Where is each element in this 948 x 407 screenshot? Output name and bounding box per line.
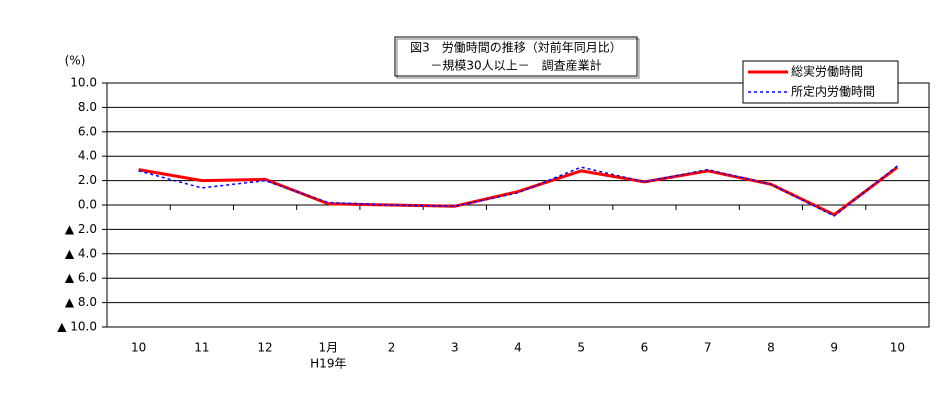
x-tick-label: 9: [830, 341, 838, 355]
legend-box: [742, 60, 899, 104]
y-tick-label: 10.0: [70, 76, 97, 90]
y-axis-label: (%): [65, 54, 86, 68]
year-label: H19年: [310, 357, 346, 371]
x-tick-label: 11: [194, 341, 209, 355]
x-tick-label: 10: [131, 341, 146, 355]
data-line: [138, 165, 898, 217]
y-tick-label: ▲ 2.0: [65, 222, 97, 236]
y-tick-label: 4.0: [78, 149, 97, 163]
title-box: [394, 36, 638, 77]
x-tick-label: 3: [451, 341, 459, 355]
x-tick-label: 12: [257, 341, 272, 355]
y-tick-label: 8.0: [78, 100, 97, 114]
y-tick-label: 6.0: [78, 124, 97, 138]
x-tick-label: 2: [388, 341, 396, 355]
x-tick-label: 6: [641, 341, 649, 355]
chart-subtitle: －規模30人以上－ 調査産業計: [430, 58, 601, 73]
y-tick-label: ▲ 8.0: [65, 295, 97, 309]
y-tick-label: 0.0: [78, 198, 97, 212]
x-tick-label: 1月: [318, 341, 338, 355]
x-tick-label: 8: [767, 341, 775, 355]
x-tick-label: 10: [890, 341, 905, 355]
x-tick-label: 7: [704, 341, 712, 355]
title-box-shadow: [396, 38, 640, 79]
legend-label: 所定内労働時間: [791, 84, 875, 99]
y-tick-label: ▲ 6.0: [65, 271, 97, 285]
x-tick-label: 4: [514, 341, 522, 355]
y-tick-label: 2.0: [78, 173, 97, 187]
y-tick-label: ▲ 4.0: [65, 246, 97, 260]
y-tick-label: ▲ 10.0: [57, 320, 97, 334]
legend-label: 総実労働時間: [791, 64, 863, 79]
x-tick-label: 5: [577, 341, 585, 355]
chart-title: 図3 労働時間の推移（対前年同月比）: [410, 40, 622, 55]
